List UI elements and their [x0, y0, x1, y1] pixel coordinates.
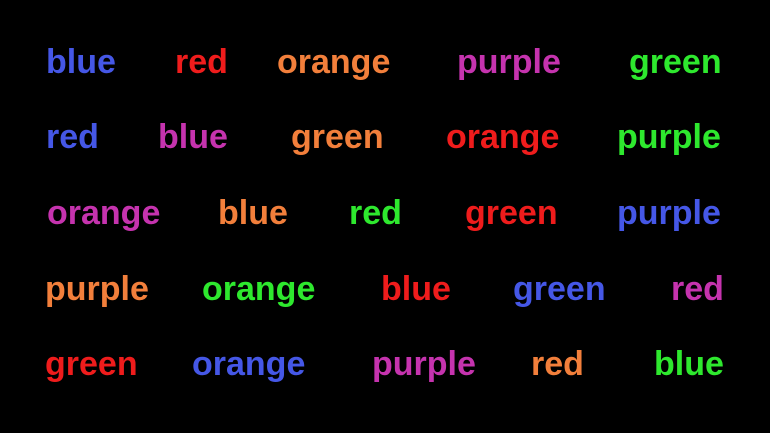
word-r5-c1: green: [45, 345, 138, 383]
word-r5-c2: orange: [192, 345, 306, 383]
word-r5-c3: purple: [372, 345, 476, 383]
word-r4-c1: purple: [45, 270, 149, 308]
word-r3-c4: green: [465, 194, 558, 232]
word-r1-c3: orange: [277, 43, 391, 81]
word-r1-c2: red: [175, 43, 228, 81]
word-r3-c3: red: [349, 194, 402, 232]
word-r5-c4: red: [531, 345, 584, 383]
word-r3-c1: orange: [47, 194, 161, 232]
word-r4-c2: orange: [202, 270, 316, 308]
word-r3-c2: blue: [218, 194, 288, 232]
word-r4-c3: blue: [381, 270, 451, 308]
word-r3-c5: purple: [617, 194, 721, 232]
word-r4-c4: green: [513, 270, 606, 308]
word-r4-c5: red: [671, 270, 724, 308]
word-r2-c5: purple: [617, 118, 721, 156]
word-r2-c4: orange: [446, 118, 560, 156]
word-r1-c4: purple: [457, 43, 561, 81]
word-r2-c3: green: [291, 118, 384, 156]
word-r5-c5: blue: [654, 345, 724, 383]
word-r2-c1: red: [46, 118, 99, 156]
word-r2-c2: blue: [158, 118, 228, 156]
word-r1-c5: green: [629, 43, 722, 81]
word-r1-c1: blue: [46, 43, 116, 81]
